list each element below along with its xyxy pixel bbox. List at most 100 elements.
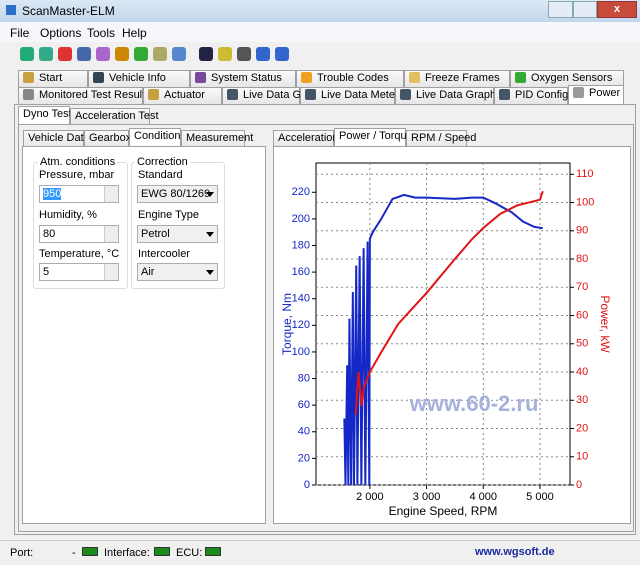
status-label: Port: <box>10 547 34 559</box>
tab-selected[interactable]: Power / Torque <box>334 128 413 147</box>
tab[interactable]: Trouble Codes <box>296 70 404 87</box>
toolbar-button[interactable] <box>153 47 167 61</box>
tab-label: Monitored Test Results <box>39 89 151 101</box>
toolbar-button[interactable] <box>58 47 72 61</box>
y-tick-label: 200 <box>292 213 310 225</box>
tab[interactable]: Vehicle Data <box>23 130 90 147</box>
tab-selected[interactable]: Power <box>568 85 624 104</box>
y2-tick-label: 90 <box>576 225 588 237</box>
dropdown[interactable]: Air <box>137 263 218 281</box>
spin-box[interactable]: 80 <box>39 225 119 243</box>
tab-selected[interactable]: Conditions <box>129 128 186 147</box>
y2-axis-label: Power, kW <box>598 295 612 353</box>
toolbar-button[interactable] <box>39 47 53 61</box>
y2-tick-label: 20 <box>576 422 588 434</box>
tab[interactable]: Live Data Grid <box>222 87 313 104</box>
toolbar-button[interactable] <box>20 47 34 61</box>
y2-tick-label: 50 <box>576 338 588 350</box>
field-label: Humidity, % <box>39 209 97 221</box>
status-link[interactable]: www.wgsoft.de <box>475 546 555 558</box>
tab[interactable]: Monitored Test Results <box>18 87 151 104</box>
tab[interactable]: Live Data Graph <box>395 87 496 104</box>
field-value: Air <box>141 266 155 278</box>
maximize-button[interactable] <box>573 1 597 18</box>
field-label: Intercooler <box>138 248 190 260</box>
y2-tick-label: 100 <box>576 196 594 208</box>
dropdown[interactable]: Petrol <box>137 225 218 243</box>
menu-item[interactable]: Tools <box>87 26 116 40</box>
toolbar-button[interactable] <box>77 47 91 61</box>
annotation: www.60-2.ru <box>409 391 539 416</box>
tab-label: Live Data Meter <box>321 89 399 101</box>
tab[interactable]: Actuator <box>143 87 222 104</box>
y-tick-label: 0 <box>304 479 310 491</box>
tab[interactable]: RPM / Speed <box>406 130 476 147</box>
toolbar-button[interactable] <box>115 47 129 61</box>
toolbar-button[interactable] <box>237 47 251 61</box>
toolbar-button[interactable] <box>134 47 148 61</box>
toolbar-button[interactable] <box>96 47 110 61</box>
toolbar-button[interactable] <box>218 47 232 61</box>
field-label: Temperature, °C <box>39 248 120 260</box>
tab-label: Live Data Grid <box>243 89 314 101</box>
tab[interactable]: Vehicle Info <box>88 70 190 87</box>
y-tick-label: 140 <box>292 293 310 305</box>
y2-tick-label: 10 <box>576 451 588 463</box>
tab[interactable]: Start <box>18 70 88 87</box>
dropdown[interactable]: EWG 80/1269 <box>137 185 218 203</box>
toolbar-button[interactable] <box>199 47 213 61</box>
x-tick-label: 5 000 <box>526 491 554 503</box>
chart: 2 000 3 000 4 000 5 00002040608010012014016… <box>280 162 612 518</box>
y-tick-label: 80 <box>298 372 310 384</box>
minimize-button[interactable] <box>548 1 573 18</box>
tab-label: PID Config <box>515 89 569 101</box>
menu-item[interactable]: Help <box>122 26 147 40</box>
x-tick-label: 3 000 <box>413 491 441 503</box>
group-title: Correction <box>135 156 190 168</box>
x-tick-label: 2 000 <box>356 491 384 503</box>
status-bar: Port: - Interface: ECU: www.wgsoft.de <box>0 540 640 565</box>
tab[interactable]: PID Config <box>494 87 568 104</box>
toolbar-button[interactable] <box>256 47 270 61</box>
tab-selected[interactable]: Dyno Test <box>18 106 72 125</box>
conditions-panel <box>22 146 266 524</box>
menu-item[interactable]: Options <box>40 26 82 40</box>
field-value: 80 <box>43 228 56 240</box>
tab[interactable]: Acceleration Test <box>70 108 159 125</box>
y2-tick-label: 0 <box>576 479 582 491</box>
tab[interactable]: Gearbox <box>84 130 131 147</box>
tab-label: System Status <box>211 72 282 84</box>
tab[interactable]: Measurement <box>181 130 253 147</box>
window-title: ScanMaster-ELM <box>22 4 115 18</box>
tab[interactable]: Acceleration <box>273 130 339 147</box>
series-line <box>354 190 544 415</box>
field-value: 950 <box>43 188 62 200</box>
tab[interactable]: Oxygen Sensors <box>510 70 624 87</box>
x-tick-label: 4 000 <box>469 491 497 503</box>
toolbar-button[interactable] <box>172 47 186 61</box>
spin-box[interactable]: 5 <box>39 263 119 281</box>
tab-label: Vehicle Info <box>109 72 166 84</box>
menu-item[interactable]: File <box>10 26 30 40</box>
field-value: Petrol <box>141 228 170 240</box>
tab[interactable]: Live Data Meter <box>300 87 399 104</box>
tab[interactable]: System Status <box>190 70 296 87</box>
series-line <box>343 193 543 486</box>
toolbar-button[interactable] <box>275 47 289 61</box>
tab-label: Trouble Codes <box>317 72 389 84</box>
status-led <box>205 547 221 556</box>
y-tick-label: 160 <box>292 266 310 278</box>
y-tick-label: 120 <box>292 319 310 331</box>
close-button[interactable]: x <box>597 1 637 18</box>
y-tick-label: 20 <box>298 452 310 464</box>
tab[interactable]: Freeze Frames <box>404 70 510 87</box>
status-led <box>82 547 98 556</box>
y-tick-label: 40 <box>298 426 310 438</box>
spin-box[interactable]: 950 <box>39 185 119 203</box>
y2-tick-label: 60 <box>576 309 588 321</box>
y2-tick-label: 110 <box>576 168 594 180</box>
y-tick-label: 100 <box>292 346 310 358</box>
tab-label: Power <box>589 87 621 99</box>
y-tick-label: 180 <box>292 239 310 251</box>
